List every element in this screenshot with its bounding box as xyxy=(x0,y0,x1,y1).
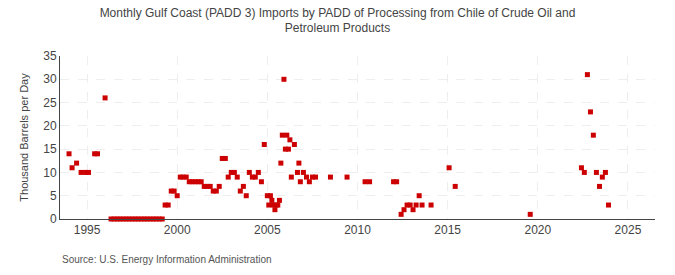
svg-text:2000: 2000 xyxy=(164,223,191,237)
svg-text:Thousand Barrels per Day: Thousand Barrels per Day xyxy=(18,73,30,202)
svg-text:2010: 2010 xyxy=(344,223,371,237)
svg-text:5: 5 xyxy=(50,189,57,203)
svg-text:2025: 2025 xyxy=(615,223,642,237)
svg-text:2005: 2005 xyxy=(254,223,281,237)
svg-text:0: 0 xyxy=(50,212,57,226)
svg-text:15: 15 xyxy=(43,142,57,156)
svg-text:2020: 2020 xyxy=(524,223,551,237)
svg-text:20: 20 xyxy=(43,119,57,133)
svg-text:10: 10 xyxy=(43,166,57,180)
svg-text:35: 35 xyxy=(43,49,57,63)
svg-text:30: 30 xyxy=(43,72,57,86)
svg-text:Monthly Gulf Coast (PADD 3) Im: Monthly Gulf Coast (PADD 3) Imports by P… xyxy=(100,6,576,36)
svg-text:Source: U.S. Energy Informatio: Source: U.S. Energy Information Administ… xyxy=(62,254,272,265)
svg-text:2015: 2015 xyxy=(434,223,461,237)
svg-text:1995: 1995 xyxy=(74,223,101,237)
svg-text:25: 25 xyxy=(43,96,57,110)
